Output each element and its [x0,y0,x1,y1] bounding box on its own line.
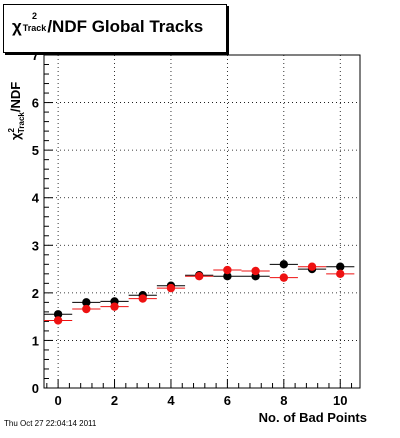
data-series-1 [44,262,355,325]
data-point [279,260,289,269]
plot-frame [43,54,361,389]
y-tick-label: 5 [32,143,39,158]
title-rest: /NDF Global Tracks [47,17,204,36]
data-point [223,265,232,275]
x-tick-label: 2 [111,393,118,408]
y-tick-label: 3 [32,238,39,253]
data-point [336,269,345,279]
data-point [53,316,63,325]
timestamp-footer: Thu Oct 27 22:04:14 2011 [4,419,97,428]
data-point [279,273,289,282]
title-box: χ 2 Track/NDF Global Tracks [3,4,227,53]
x-tick-label: 6 [224,393,231,408]
y-label-chi: χ [8,132,23,140]
data-point [166,283,176,293]
title-sup: 2 [32,11,38,22]
x-tick-label: 0 [54,393,61,408]
y-axis-label-text: χ2Track/NDF [7,82,26,140]
data-point [251,266,260,276]
data-point [53,310,63,319]
title-sub: Track [22,23,47,34]
y-axis-label: χ2Track/NDF [7,82,26,140]
y-tick-label: 7 [32,48,39,63]
x-tick-label: 8 [280,393,287,408]
chart-title: χ 2 Track/NDF Global Tracks [12,12,204,37]
x-tick-label: 4 [167,393,175,408]
x-tick-label: 10 [333,393,347,408]
data-point [82,304,91,314]
data-point [194,272,204,281]
data-point [336,262,345,271]
data-point [82,298,91,307]
data-point [307,262,317,271]
y-label-sup: 2 [7,128,16,133]
y-tick-label: 1 [32,333,39,348]
y-tick-label: 6 [32,96,39,111]
y-tick-label: 0 [32,381,39,396]
y-label-rest: /NDF [8,82,23,112]
y-label-sub: Track [17,112,26,133]
data-point [110,302,119,311]
y-tick-label: 4 [32,191,40,206]
data-point [138,294,147,303]
title-chi: χ [12,17,22,36]
data-point [223,272,232,281]
x-axis-label: No. of Bad Points [259,410,367,425]
y-tick-label: 2 [32,286,39,301]
